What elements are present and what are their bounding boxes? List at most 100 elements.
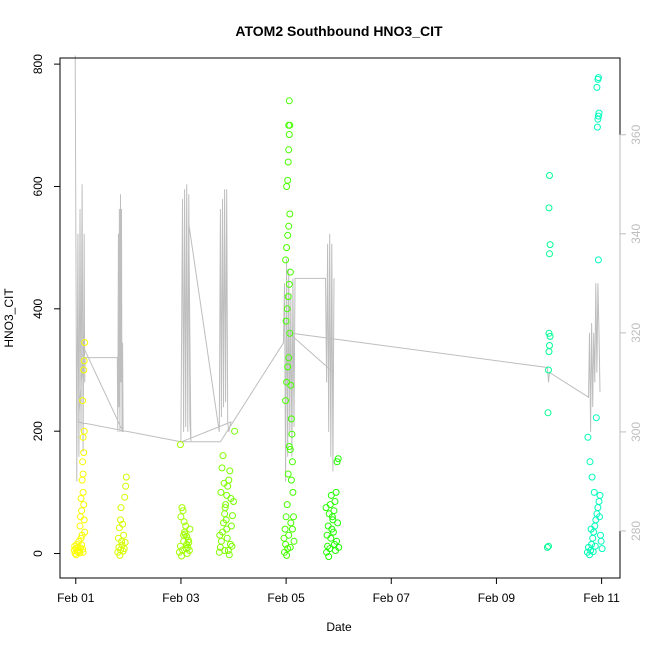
data-point: [79, 488, 87, 496]
data-point: [595, 498, 603, 505]
data-point: [78, 541, 86, 549]
data-point: [285, 146, 293, 154]
data-point: [80, 357, 88, 365]
data-point: [284, 176, 292, 184]
data-point: [222, 516, 230, 524]
data-point: [287, 415, 295, 423]
data-point: [285, 280, 293, 288]
data-point: [221, 547, 229, 554]
data-point: [282, 256, 290, 264]
data-point: [544, 409, 552, 417]
data-point: [285, 97, 293, 105]
data-point: [117, 504, 125, 512]
data-point: [226, 467, 234, 475]
data-point: [590, 488, 598, 496]
data-point: [282, 317, 290, 325]
data-point: [285, 222, 293, 230]
data-point: [588, 473, 596, 481]
altitude-trace: [74, 55, 601, 482]
data-point: [546, 250, 553, 258]
data-point: [180, 531, 188, 539]
data-point: [543, 543, 551, 551]
data-point: [80, 501, 88, 509]
data-point: [286, 446, 294, 453]
y2-tick-label: 360: [629, 124, 643, 144]
data-point: [594, 504, 602, 512]
data-point: [594, 74, 602, 82]
y2-tick-label: 300: [629, 422, 643, 442]
data-point: [283, 305, 291, 313]
x-tick-label: Feb 03: [162, 591, 200, 605]
data-point: [589, 534, 597, 542]
data-point: [79, 548, 87, 556]
plot-frame: [59, 57, 621, 579]
data-point: [280, 534, 288, 542]
data-point: [226, 540, 234, 548]
data-point: [121, 493, 129, 501]
data-point: [288, 430, 296, 438]
data-point: [79, 397, 87, 405]
data-point: [584, 433, 592, 441]
data-point: [328, 513, 336, 521]
data-point: [594, 112, 602, 120]
data-point: [176, 542, 184, 550]
data-point: [287, 519, 295, 527]
data-point: [288, 458, 296, 466]
data-point: [120, 531, 128, 539]
x-axis-label: Date: [326, 620, 352, 634]
data-point: [333, 458, 341, 466]
data-point: [286, 543, 294, 551]
data-point: [595, 109, 603, 117]
data-point: [79, 470, 87, 478]
data-point: [334, 455, 342, 463]
data-point: [598, 545, 606, 553]
data-point: [80, 516, 88, 524]
x-tick-label: Feb 09: [478, 591, 516, 605]
data-point: [586, 458, 594, 466]
y2-tick-label: 340: [629, 223, 643, 243]
data-point: [545, 204, 553, 212]
data-point: [545, 329, 553, 337]
y-tick-label: 200: [31, 421, 45, 441]
data-point: [221, 510, 229, 518]
data-point: [286, 268, 294, 276]
data-point: [220, 479, 228, 487]
data-point: [122, 482, 130, 490]
y-tick-label: 600: [31, 176, 45, 196]
data-point: [283, 244, 291, 252]
data-point: [285, 131, 293, 138]
data-point: [178, 504, 186, 512]
data-point: [217, 488, 225, 496]
data-point: [223, 491, 231, 499]
data-point: [79, 458, 87, 466]
data-point: [115, 524, 123, 532]
data-point: [596, 513, 603, 521]
data-point: [285, 354, 293, 362]
data-point: [77, 534, 85, 542]
data-point: [290, 537, 298, 545]
data-point: [325, 553, 333, 561]
data-point: [287, 381, 295, 389]
data-point: [228, 542, 236, 550]
data-point: [221, 504, 229, 512]
data-point: [333, 537, 341, 545]
data-point: [218, 464, 226, 472]
data-points: [70, 74, 606, 561]
data-point: [217, 537, 225, 545]
data-point: [284, 293, 292, 301]
x-tick-label: Feb 01: [57, 591, 95, 605]
data-point: [283, 183, 291, 190]
y-tick-label: 0: [31, 550, 45, 557]
data-point: [546, 172, 553, 179]
chart-title: ATOM2 Southbound HNO3_CIT: [235, 23, 443, 39]
data-point: [179, 507, 187, 515]
data-point: [223, 534, 231, 542]
y-tick-label: 800: [31, 54, 45, 74]
data-point: [282, 513, 290, 521]
data-point: [180, 518, 188, 526]
data-point: [546, 332, 554, 340]
data-point: [80, 449, 88, 457]
data-point: [284, 158, 292, 166]
data-point: [117, 516, 124, 524]
